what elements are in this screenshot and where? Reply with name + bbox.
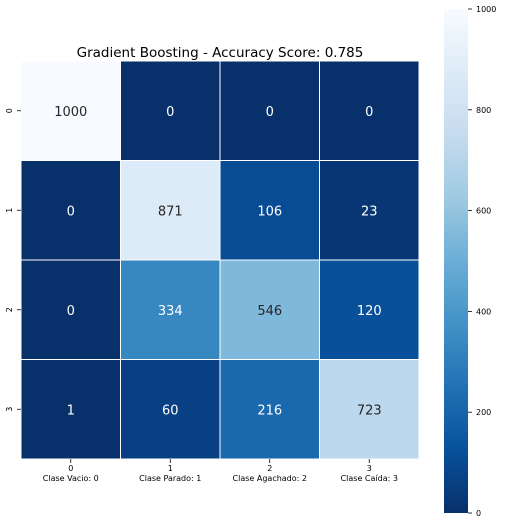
cell-value-label: 216	[257, 403, 282, 418]
cell-value-label: 723	[357, 403, 382, 418]
heatmap-cells: 1000 0 0 0 0 871 106 23 0 334 546 120 1 60 216 723	[20, 60, 420, 460]
colorbar-tick-label: 600	[476, 207, 491, 216]
heatmap-cell	[319, 359, 420, 460]
heatmap-cell	[20, 160, 121, 261]
heatmap-cell	[219, 60, 320, 161]
heatmap-cell	[120, 160, 221, 261]
x-axis-ticks: 0 Clase Vacio: 0 1 Clase Parado: 1 2 Clase Ag…	[43, 459, 398, 483]
heatmap-cell	[219, 359, 320, 460]
heatmap-cell	[20, 60, 121, 161]
x-tick-label: 1 Clase Parado: 1	[139, 464, 201, 483]
heatmap-cell	[319, 160, 420, 261]
cell-value-label: 106	[257, 204, 282, 219]
cell-value-label: 871	[158, 204, 183, 219]
colorbar: 0 200 400 600 800 1000	[444, 5, 496, 518]
heatmap-cell	[120, 259, 221, 360]
cell-value-label: 0	[166, 105, 174, 120]
colorbar-tick-label: 1000	[476, 5, 496, 14]
y-axis-ticks: 0 1 2 3	[5, 108, 21, 412]
colorbar-gradient	[444, 9, 468, 513]
cell-value-label: 0	[67, 304, 75, 319]
cell-value-label: 546	[257, 304, 282, 319]
y-tick-label: 0	[5, 108, 14, 113]
cell-value-label: 120	[357, 304, 382, 319]
y-tick-label: 1	[5, 208, 14, 213]
cell-value-label: 0	[67, 204, 75, 219]
x-tick-label: 2 Clase Agachado: 2	[233, 464, 307, 483]
colorbar-tick-label: 400	[476, 307, 491, 316]
cell-value-label: 60	[162, 403, 179, 418]
y-tick-label: 3	[5, 407, 14, 412]
cell-value-label: 23	[361, 204, 378, 219]
cell-value-label: 1	[67, 403, 75, 418]
heatmap-cell	[319, 60, 420, 161]
cell-value-label: 334	[158, 304, 183, 319]
heatmap-cell	[20, 359, 121, 460]
x-tick-label: 0 Clase Vacio: 0	[43, 464, 99, 483]
y-tick-label: 2	[5, 307, 14, 312]
chart-title: Gradient Boosting - Accuracy Score: 0.78…	[77, 45, 364, 61]
cell-value-label: 1000	[54, 105, 87, 120]
heatmap-cell	[319, 259, 420, 360]
colorbar-tick-label: 200	[476, 408, 491, 417]
x-tick-label: 3 Clase Caída: 3	[341, 464, 398, 483]
heatmap-cell	[120, 60, 221, 161]
cell-value-label: 0	[266, 105, 274, 120]
colorbar-tick-label: 0	[476, 509, 481, 518]
colorbar-tick-label: 800	[476, 106, 491, 115]
heatmap-cell	[120, 359, 221, 460]
cell-value-label: 0	[365, 105, 373, 120]
